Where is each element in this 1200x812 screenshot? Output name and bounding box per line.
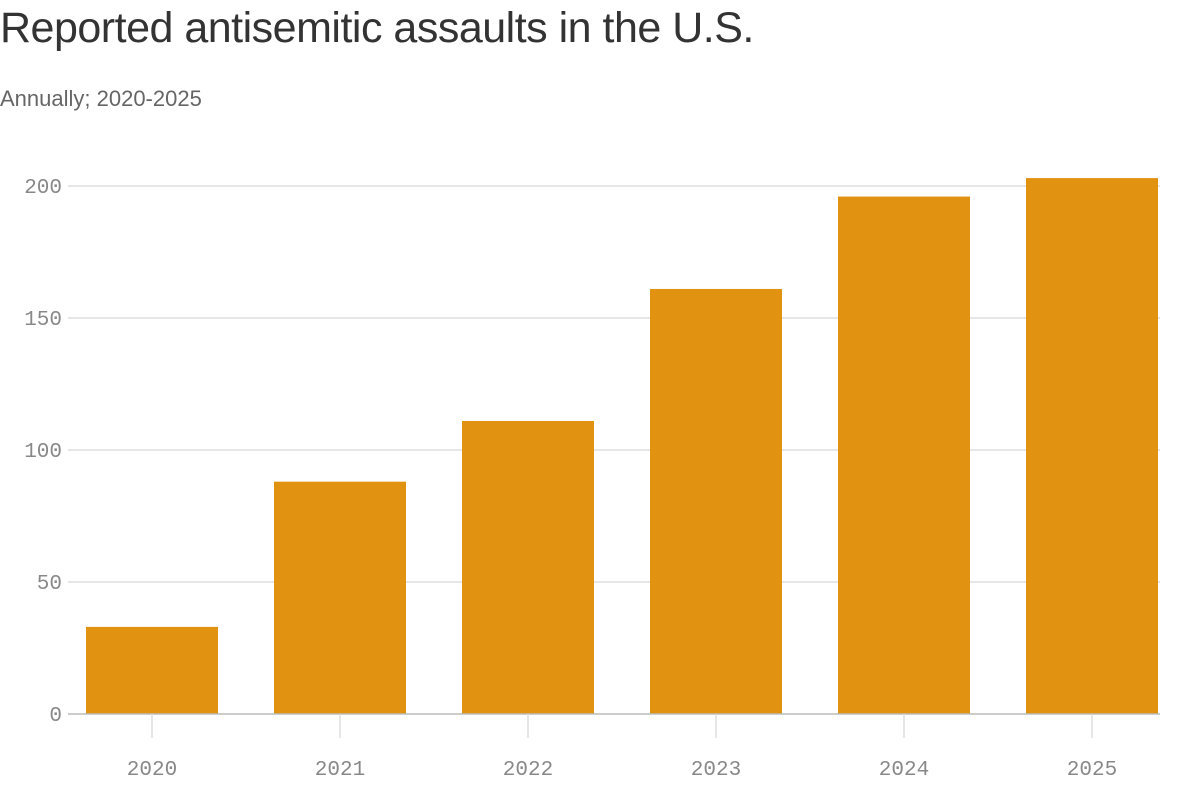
- x-tick-label: 2020: [127, 759, 177, 782]
- x-axis: [68, 713, 1160, 738]
- bar-2022: [462, 420, 594, 714]
- bar-2024: [838, 196, 970, 714]
- y-tick-label: 0: [49, 705, 62, 728]
- y-tick-label: 100: [24, 441, 62, 464]
- chart-subtitle: Annually; 2020-2025: [0, 86, 202, 111]
- gridlines: [68, 185, 1160, 583]
- bar-2021: [274, 481, 406, 714]
- y-tick-label: 150: [24, 309, 62, 332]
- bar-2023: [650, 288, 782, 714]
- x-tick-label: 2021: [315, 759, 365, 782]
- x-tick-label: 2023: [691, 759, 741, 782]
- x-tick-label: 2024: [879, 759, 929, 782]
- chart-title: Reported antisemitic assaults in the U.S…: [0, 4, 754, 52]
- y-tick-label: 50: [37, 573, 62, 596]
- bar-2020: [86, 626, 218, 714]
- bar-2025: [1026, 178, 1158, 714]
- x-tick-label: 2025: [1067, 759, 1117, 782]
- y-axis-labels: 0 50 100 150 200: [24, 177, 62, 728]
- x-tick-label: 2022: [503, 759, 553, 782]
- bars: [86, 178, 1158, 714]
- y-tick-label: 200: [24, 177, 62, 200]
- x-axis-labels: 2020 2021 2022 2023 2024 2025: [127, 759, 1117, 782]
